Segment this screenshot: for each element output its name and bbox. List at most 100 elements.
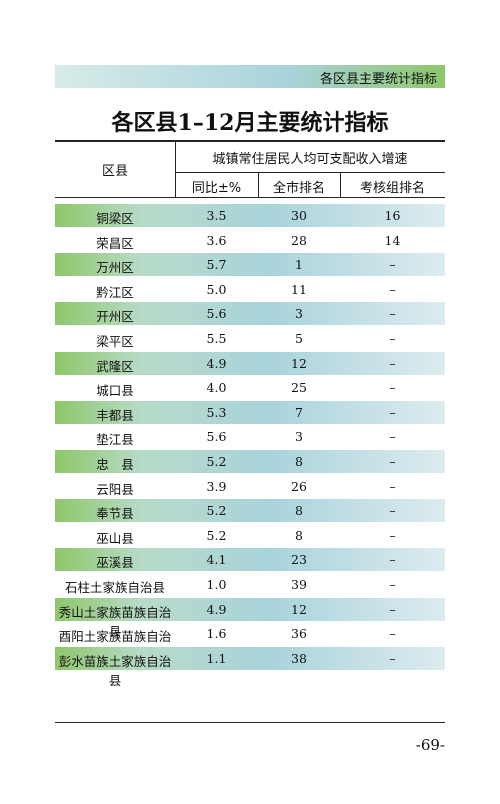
value-cell: 28 [291,232,307,248]
value-cell: – [389,577,396,592]
table-row: 黔江区 5.0 11 – [55,278,445,301]
value-cell: – [389,626,396,642]
value-cell: – [389,355,396,371]
district-cell: 巫山县 [96,530,134,546]
value-cell: – [389,404,396,420]
district-cell: 彭水苗族土家族自治县 [58,653,172,688]
district-cell: 奉节县 [96,506,134,522]
table-row: 彭水苗族土家族自治县 1.1 38 – [55,646,445,688]
rule [258,172,259,197]
value-cell: 23 [291,552,307,568]
table-row: 丰都县 5.3 7 – [55,400,445,424]
table-row: 梁平区 5.5 5 – [55,327,445,350]
value-cell: – [389,552,396,568]
rule [55,140,445,142]
rule [55,197,445,198]
table-row: 开州区 5.6 3 – [55,302,445,326]
district-cell: 开州区 [96,309,134,325]
value-cell: – [389,429,396,445]
value-cell: 4.9 [206,355,227,371]
value-cell: 38 [291,650,307,666]
header-cell: 区县 [101,164,128,179]
district-cell: 忠 县 [96,457,134,472]
value-cell: 5.5 [206,331,227,346]
banner: 各区县主要统计指标 [55,65,445,88]
table-row: 忠 县 5.2 8 – [55,450,445,473]
value-cell: 5.0 [206,281,227,297]
value-cell: 5.2 [206,503,227,519]
value-cell: 3.5 [206,208,227,223]
value-cell: 5.3 [206,404,227,420]
value-cell: 5 [295,331,303,346]
value-cell: – [389,503,396,519]
value-cell: – [389,281,396,297]
rule [55,722,445,723]
header-cell: 城镇常住居民人均可支配收入增速 [212,152,408,167]
value-cell: 14 [384,232,401,248]
table-row: 城口县 4.0 25 – [55,376,445,399]
value-cell: – [389,527,396,543]
value-cell: 16 [384,208,401,223]
value-cell: 4.1 [206,552,227,568]
value-cell: 3.9 [206,478,227,494]
rule [175,172,445,173]
district-cell: 云阳县 [96,481,134,497]
value-cell: 25 [291,380,307,396]
district-cell: 铜梁区 [96,211,134,226]
value-cell: 1.1 [206,650,227,666]
value-cell: 4.9 [206,601,227,617]
value-cell: 4.0 [206,380,227,396]
table-row: 秀山土家族苗族自治县 4.9 12 – [55,597,445,639]
table-row: 奉节县 5.2 8 – [55,499,445,523]
table-row: 荣昌区 3.6 28 14 [55,229,445,252]
value-cell: 5.2 [206,454,227,469]
value-cell: 39 [291,577,307,592]
district-cell: 垫江县 [96,432,134,448]
district-cell: 武隆区 [96,358,134,374]
table-row: 酉阳土家族苗族自治县1.636– [55,622,445,663]
district-cell: 丰都县 [96,407,134,423]
value-cell: 5.6 [206,429,227,445]
district-cell: 巫溪县 [96,555,134,571]
value-cell: 8 [295,527,303,543]
page-number: -69- [415,736,445,754]
district-cell: 荣昌区 [96,235,134,251]
value-cell: – [389,454,396,469]
value-cell: 3.6 [206,232,227,248]
value-cell: 1.6 [206,626,227,642]
value-cell: – [389,650,396,666]
value-cell: – [389,331,396,346]
value-cell: 5.2 [206,527,227,543]
value-cell: 26 [291,478,307,494]
value-cell: – [389,601,396,617]
district-cell: 万州区 [96,260,134,276]
rule [175,141,176,197]
table-row: 万州区 5.7 1 – [55,253,445,277]
value-cell: – [389,257,396,273]
value-cell: 5.6 [206,306,227,322]
title: 各区县1–12月主要统计指标 [111,110,389,136]
rule [340,172,341,197]
value-cell: – [389,306,396,322]
table-row: 石柱土家族自治县 1.0 39 – [55,573,445,596]
district-cell: 黔江区 [96,284,134,300]
table-row: 巫山县 5.2 8 – [55,524,445,547]
value-cell: 5.7 [206,257,227,273]
value-cell: – [389,380,396,396]
value-cell: 7 [295,404,303,420]
district-cell: 秀山土家族苗族自治县 [58,604,172,639]
value-cell: 30 [291,208,307,223]
value-cell: 8 [295,454,303,469]
table-row: 铜梁区 3.5 30 16 [55,204,445,227]
table-row: 巫溪县 4.1 23 – [55,548,445,572]
district-cell: 城口县 [96,383,134,399]
value-cell: – [389,478,396,494]
district-cell: 石柱土家族自治县 [64,580,165,595]
table-row: 云阳县 3.9 26 – [55,475,445,498]
value-cell: 1 [295,257,303,273]
value-cell: 3 [295,306,303,322]
value-cell: 12 [291,355,307,371]
table-row: 垫江县 5.6 3 – [55,425,445,448]
value-cell: 12 [291,601,307,617]
